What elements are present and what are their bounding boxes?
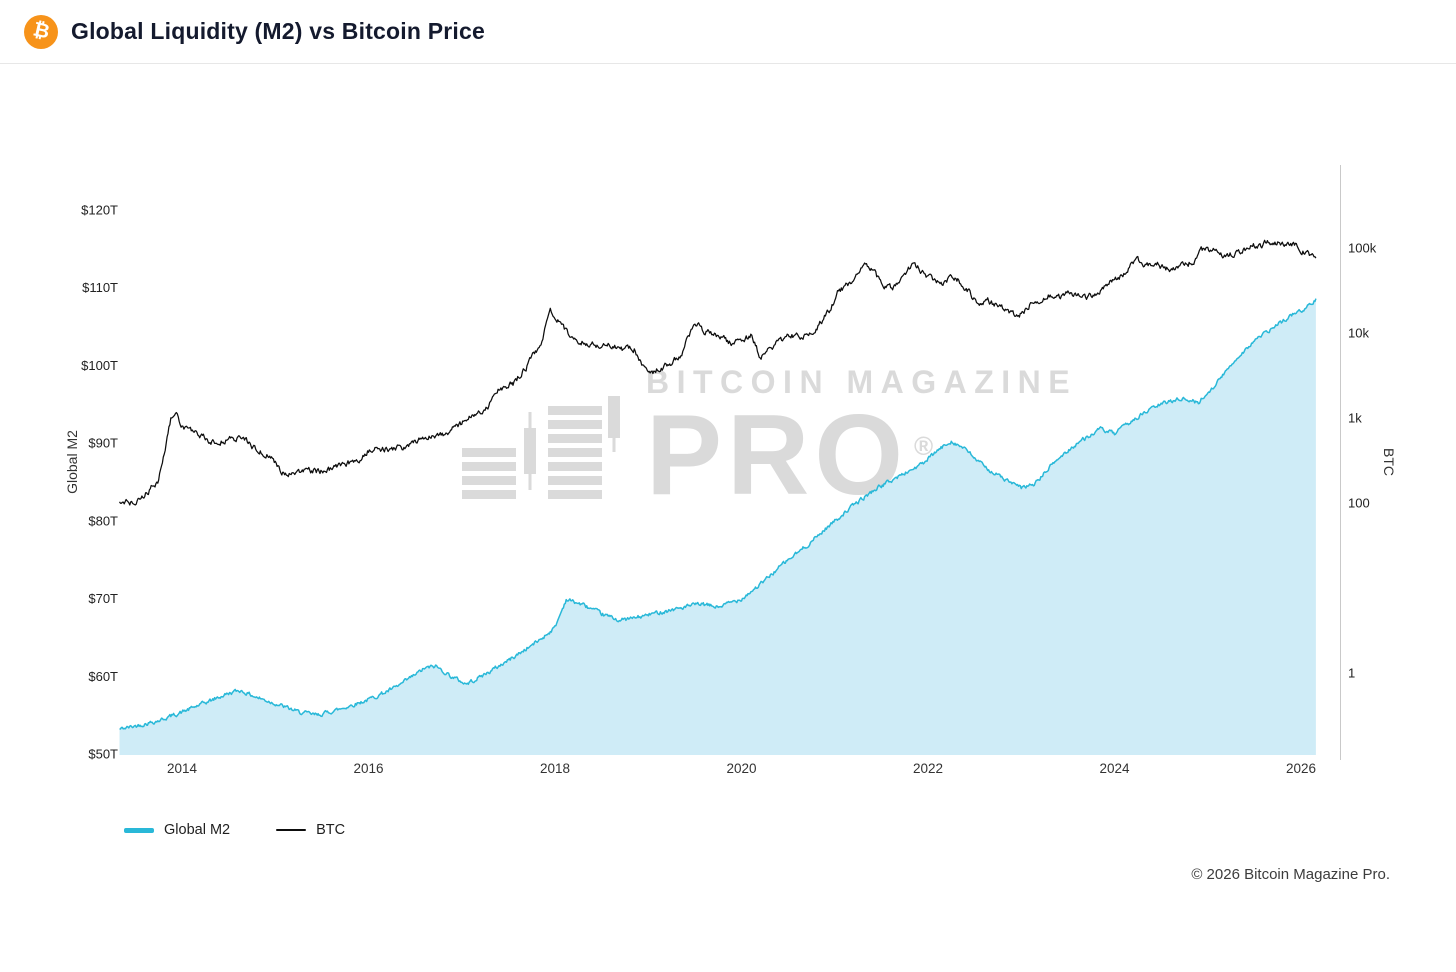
right-axis-tick-label: 1k [1348,411,1362,426]
global-m2-swatch [124,827,154,833]
left-axis-tick-label: $110T [82,280,118,295]
right-axis-tick-label: 100 [1348,496,1370,511]
bitcoin-logo-icon: ₿ [24,14,58,49]
btc-swatch [276,829,307,831]
page-title: Global Liquidity (M2) vs Bitcoin Price [71,18,485,44]
left-axis-tick-label: $70T [88,591,118,606]
left-axis-tick-label: $100T [81,358,118,373]
x-axis-tick-label: 2014 [167,761,198,776]
x-axis-tick-label: 2018 [540,761,570,776]
right-axis-tick-label: 10k [1348,326,1369,341]
x-axis-tick-label: 2024 [1099,761,1130,776]
right-axis-title: BTC [1381,448,1397,476]
legend-item-global-m2[interactable]: Global M2 [124,822,230,838]
left-axis-tick-label: $60T [88,669,118,684]
btc-line [118,239,1317,506]
left-axis-tick-label: $50T [88,747,118,762]
header: ₿ Global Liquidity (M2) vs Bitcoin Price [0,0,1456,64]
right-axis-tick-label: 1 [1348,666,1355,681]
global-m2-line [119,298,1317,730]
left-axis-tick-label: $80T [88,513,118,528]
global-m2-area-fill [119,298,1316,755]
copyright: © 2026 Bitcoin Magazine Pro. [1191,866,1390,883]
x-axis-tick-label: 2022 [913,761,943,776]
x-axis-tick-label: 2026 [1286,761,1316,776]
x-axis-tick-label: 2020 [726,761,756,776]
left-axis-title: Global M2 [64,430,80,494]
legend-label-btc: BTC [316,822,346,838]
left-axis-tick-label: $120T [81,203,118,218]
x-axis-tick-label: 2016 [353,761,383,776]
left-axis-tick-label: $90T [88,436,118,451]
chart-legend: Global M2 BTC [124,822,345,838]
legend-label-global-m2: Global M2 [164,822,231,838]
right-axis-tick-label: 100k [1348,241,1377,256]
legend-item-btc[interactable]: BTC [276,822,345,838]
